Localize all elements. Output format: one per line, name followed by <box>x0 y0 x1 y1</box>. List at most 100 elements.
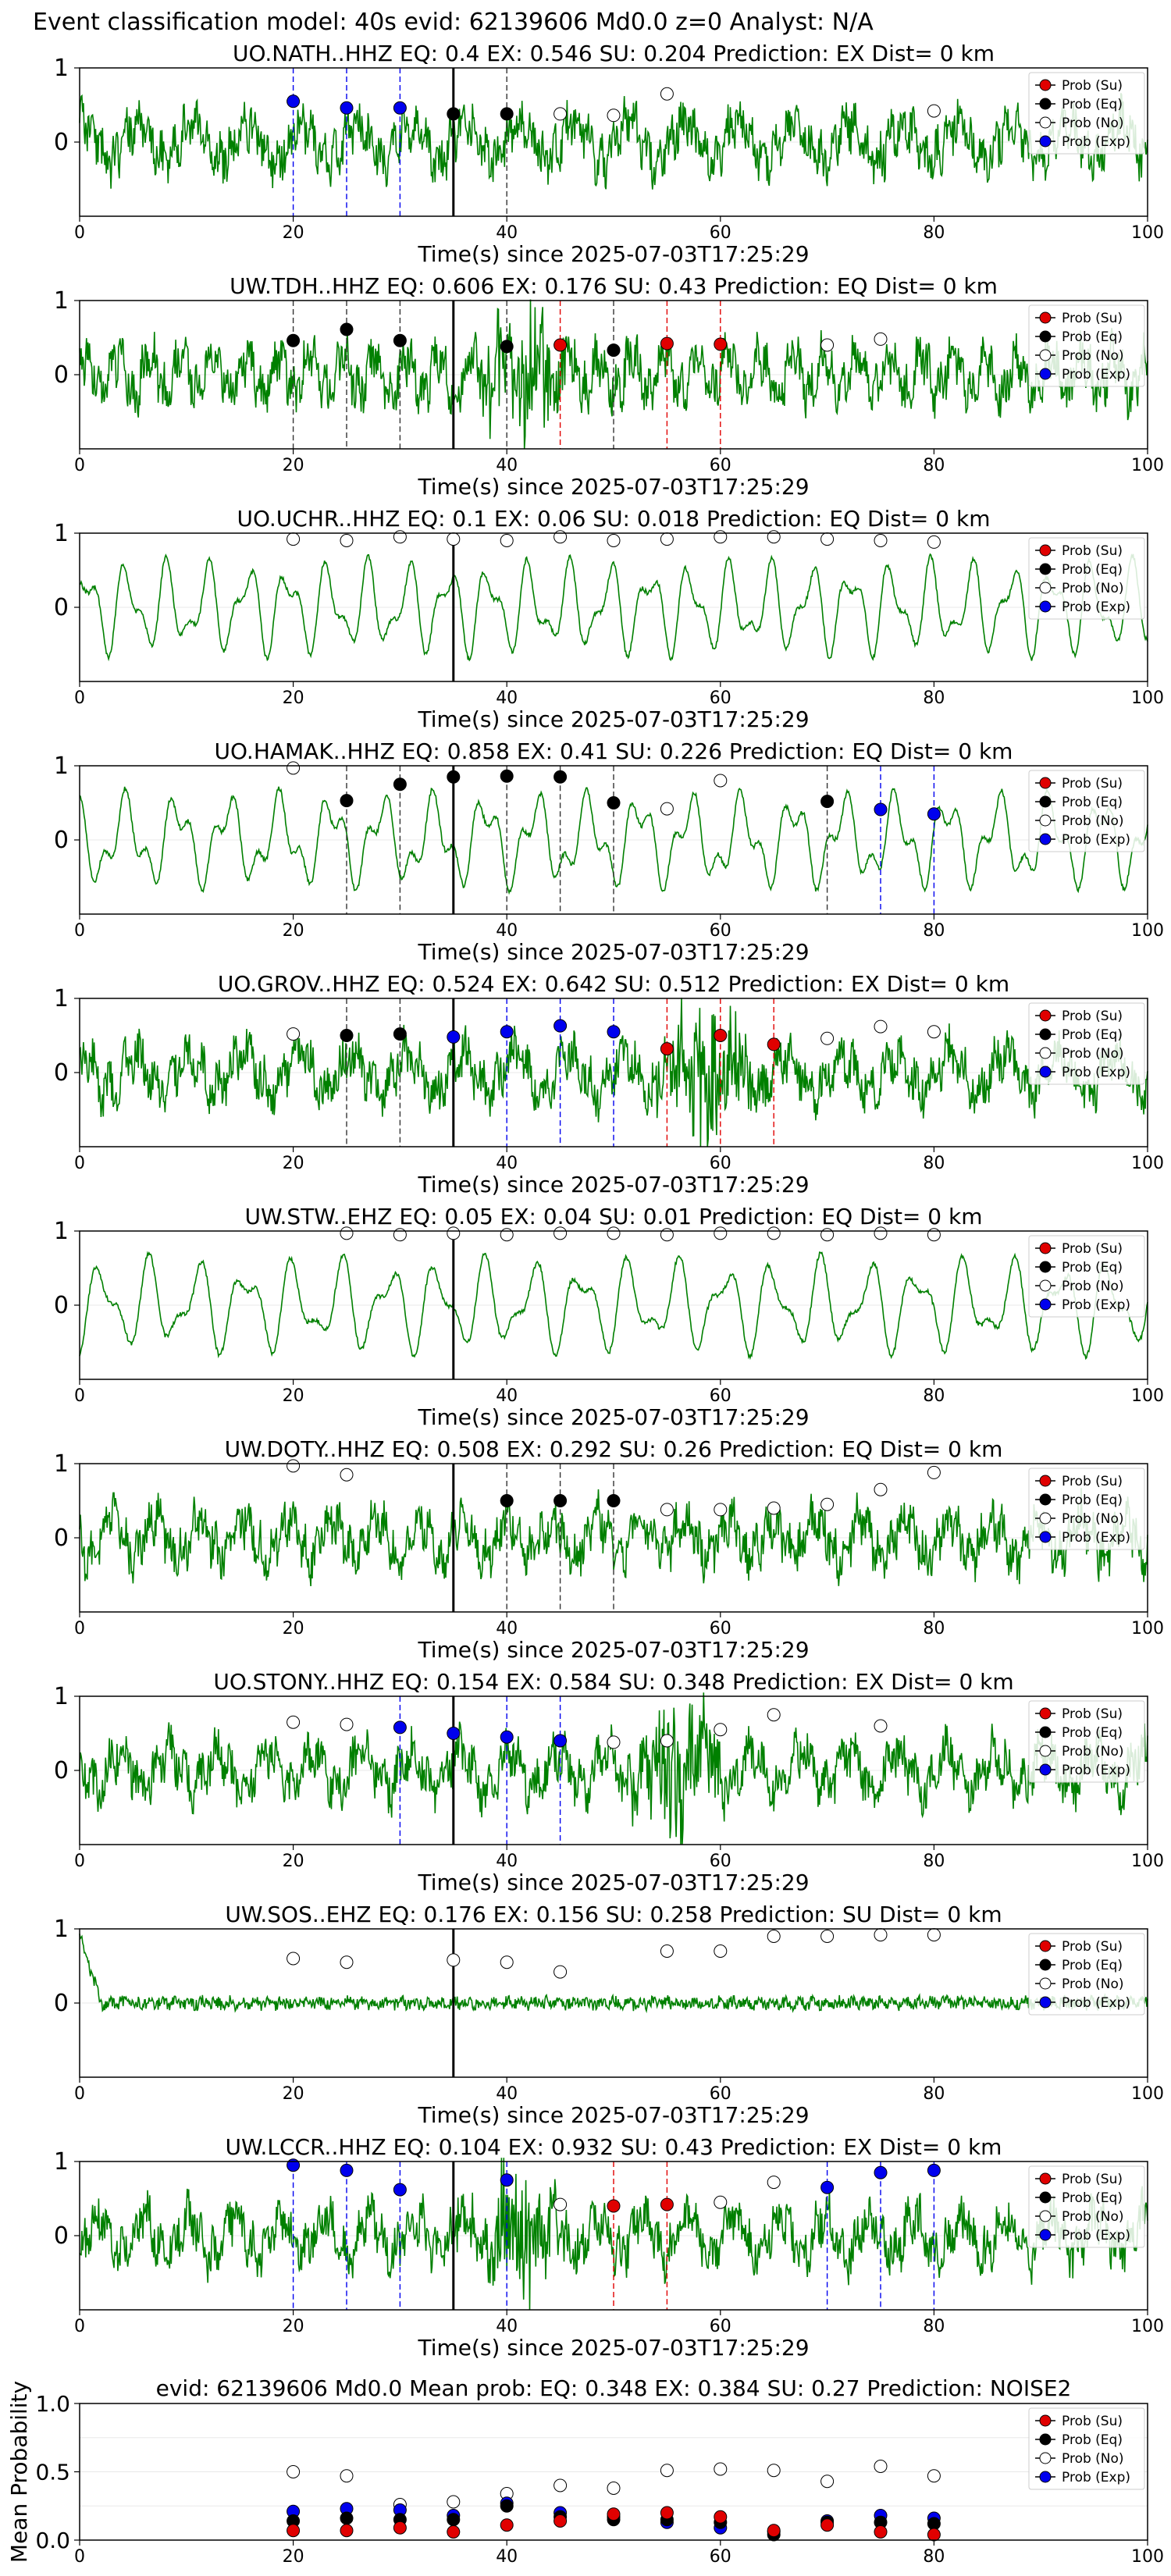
mean-probability-point-no <box>287 2465 301 2478</box>
x-axis-label: Time(s) since 2025-07-03T17:25:29 <box>417 1404 809 1430</box>
probability-point-no <box>340 1468 354 1482</box>
probability-point-no <box>500 1228 514 1242</box>
panel-title: UO.HAMAK..HHZ EQ: 0.858 EX: 0.41 SU: 0.2… <box>215 738 1013 764</box>
legend-dot-marker <box>1039 116 1052 129</box>
probability-point-exp <box>393 2183 407 2197</box>
legend-dot-marker <box>1039 814 1052 827</box>
probability-point-no <box>607 534 621 547</box>
panel-title: UW.LCCR..HHZ EQ: 0.104 EX: 0.932 SU: 0.4… <box>226 2134 1002 2160</box>
legend-dot-marker <box>1039 135 1052 148</box>
legend-entry-label: Prob (Su) <box>1062 1241 1123 1257</box>
probability-point-no <box>820 1031 835 1045</box>
mean-probability-point-no <box>553 2478 568 2492</box>
mean-panel-title: evid: 62139606 Md0.0 Mean prob: EQ: 0.34… <box>156 2375 1072 2401</box>
panel-title: UO.NATH..HHZ EQ: 0.4 EX: 0.546 SU: 0.204… <box>233 41 995 66</box>
probability-point-no <box>287 1459 301 1473</box>
legend-entry-label: Prob (Exp) <box>1062 1297 1130 1313</box>
probability-point-no <box>714 1503 728 1517</box>
y-tick-label: 1 <box>54 287 69 315</box>
legend-dot-marker <box>1039 1726 1052 1738</box>
legend-dot-marker <box>1039 1996 1052 2008</box>
probability-point-no <box>287 532 301 546</box>
legend-entry-label: Prob (Su) <box>1062 543 1123 559</box>
legend-frame <box>1028 770 1145 852</box>
legend-dot-marker <box>1039 1009 1052 1022</box>
x-tick-label: 60 <box>710 2547 731 2567</box>
mean-probability-point-su <box>287 2524 301 2538</box>
legend-dot-marker <box>1039 795 1052 808</box>
seismogram-trace <box>79 93 1148 190</box>
station-panel-5: UW.STW..EHZ EQ: 0.05 EX: 0.04 SU: 0.01 P… <box>54 1204 1164 1430</box>
mean-probability-point-su <box>393 2521 407 2535</box>
panel-title: UW.STW..EHZ EQ: 0.05 EX: 0.04 SU: 0.01 P… <box>245 1204 983 1229</box>
probability-point-no <box>500 1955 514 1969</box>
mean-probability-point-no <box>820 2475 835 2489</box>
x-tick-label: 40 <box>496 1386 518 1406</box>
y-tick-label: 0 <box>54 827 69 854</box>
probability-point-exp <box>340 2163 354 2177</box>
x-tick-label: 80 <box>923 921 945 941</box>
probability-point-no <box>767 1226 781 1240</box>
x-tick-label: 80 <box>923 688 945 708</box>
station-panel-1: UW.TDH..HHZ EQ: 0.606 EX: 0.176 SU: 0.43… <box>54 273 1164 500</box>
probability-point-exp <box>447 1030 461 1044</box>
legend: Prob (Su) Prob (Eq) Prob (No) Prob (Exp) <box>1028 1002 1145 1085</box>
mean-probability-point-eq <box>500 2499 514 2513</box>
legend-dot-marker <box>1039 777 1052 789</box>
probability-point-no <box>874 332 888 346</box>
legend-entry-label: Prob (Su) <box>1062 311 1123 326</box>
x-axis-label: Time(s) since 2025-07-03T17:25:29 <box>417 1172 809 1197</box>
legend: Prob (Su) Prob (Eq) Prob (No) Prob (Exp) <box>1028 1468 1145 1550</box>
x-tick-label: 100 <box>1131 1852 1164 1871</box>
probability-point-no <box>820 1497 835 1511</box>
x-tick-label: 40 <box>496 2084 518 2104</box>
probability-point-eq <box>393 777 407 792</box>
probability-point-no <box>447 1953 461 1967</box>
x-tick-label: 80 <box>923 1386 945 1406</box>
legend-entry-label: Prob (Su) <box>1062 2414 1123 2429</box>
legend-dot-marker <box>1039 1745 1052 1757</box>
station-panel-0: UO.NATH..HHZ EQ: 0.4 EX: 0.546 SU: 0.204… <box>54 41 1164 267</box>
x-tick-label: 100 <box>1131 456 1164 475</box>
x-tick-label: 60 <box>710 2084 731 2104</box>
legend: Prob (Su) Prob (Eq) Prob (No) Prob (Exp) <box>1028 2407 1145 2490</box>
probability-point-no <box>287 1952 301 1966</box>
x-tick-label: 60 <box>710 921 731 941</box>
x-axis-label: Time(s) since 2025-07-03T17:25:29 <box>417 1870 809 1895</box>
y-tick-label: 1 <box>54 55 69 82</box>
probability-point-no <box>340 1717 354 1731</box>
legend: Prob (Su) Prob (Eq) Prob (No) Prob (Exp) <box>1028 304 1145 387</box>
legend-entry-label: Prob (Exp) <box>1062 1763 1130 1778</box>
probability-point-no <box>714 774 728 788</box>
x-axis-label: Time(s) since 2025-07-03T17:25:29 <box>417 241 809 267</box>
legend-dot-marker <box>1039 544 1052 557</box>
x-tick-label: 40 <box>496 2547 518 2567</box>
y-tick-label: 1 <box>54 1450 69 1478</box>
legend-frame <box>1028 537 1145 620</box>
legend-entry-label: Prob (Eq) <box>1062 2432 1123 2448</box>
legend: Prob (Su) Prob (Eq) Prob (No) Prob (Exp) <box>1028 770 1145 852</box>
legend-entry-label: Prob (Eq) <box>1062 1493 1123 1508</box>
mean-probability-point-no <box>767 2464 781 2478</box>
probability-point-eq <box>393 1027 407 1041</box>
probability-point-su <box>660 336 674 350</box>
legend-entry-label: Prob (No) <box>1062 1976 1124 1992</box>
x-tick-label: 100 <box>1131 2317 1164 2336</box>
legend-frame <box>1028 2165 1145 2248</box>
probability-point-no <box>714 1944 728 1958</box>
legend-dot-marker <box>1039 1763 1052 1776</box>
station-panel-9: UW.LCCR..HHZ EQ: 0.104 EX: 0.932 SU: 0.4… <box>54 2134 1164 2361</box>
mean-probability-point-su <box>714 2510 728 2524</box>
x-tick-label: 0 <box>74 1386 85 1406</box>
x-tick-label: 0 <box>74 456 85 475</box>
probability-point-no <box>927 535 941 549</box>
x-tick-label: 80 <box>923 1852 945 1871</box>
probability-point-su <box>607 2199 621 2213</box>
x-tick-label: 60 <box>710 1154 731 1173</box>
x-tick-label: 20 <box>283 2547 304 2567</box>
y-tick-label: 0 <box>54 129 69 156</box>
station-panel-8: UW.SOS..EHZ EQ: 0.176 EX: 0.156 SU: 0.25… <box>54 1902 1164 2128</box>
probability-point-exp <box>447 1727 461 1740</box>
x-axis-label: Time(s) since 2025-07-03T17:25:29 <box>417 706 809 732</box>
legend-entry-label: Prob (Eq) <box>1062 2190 1123 2206</box>
